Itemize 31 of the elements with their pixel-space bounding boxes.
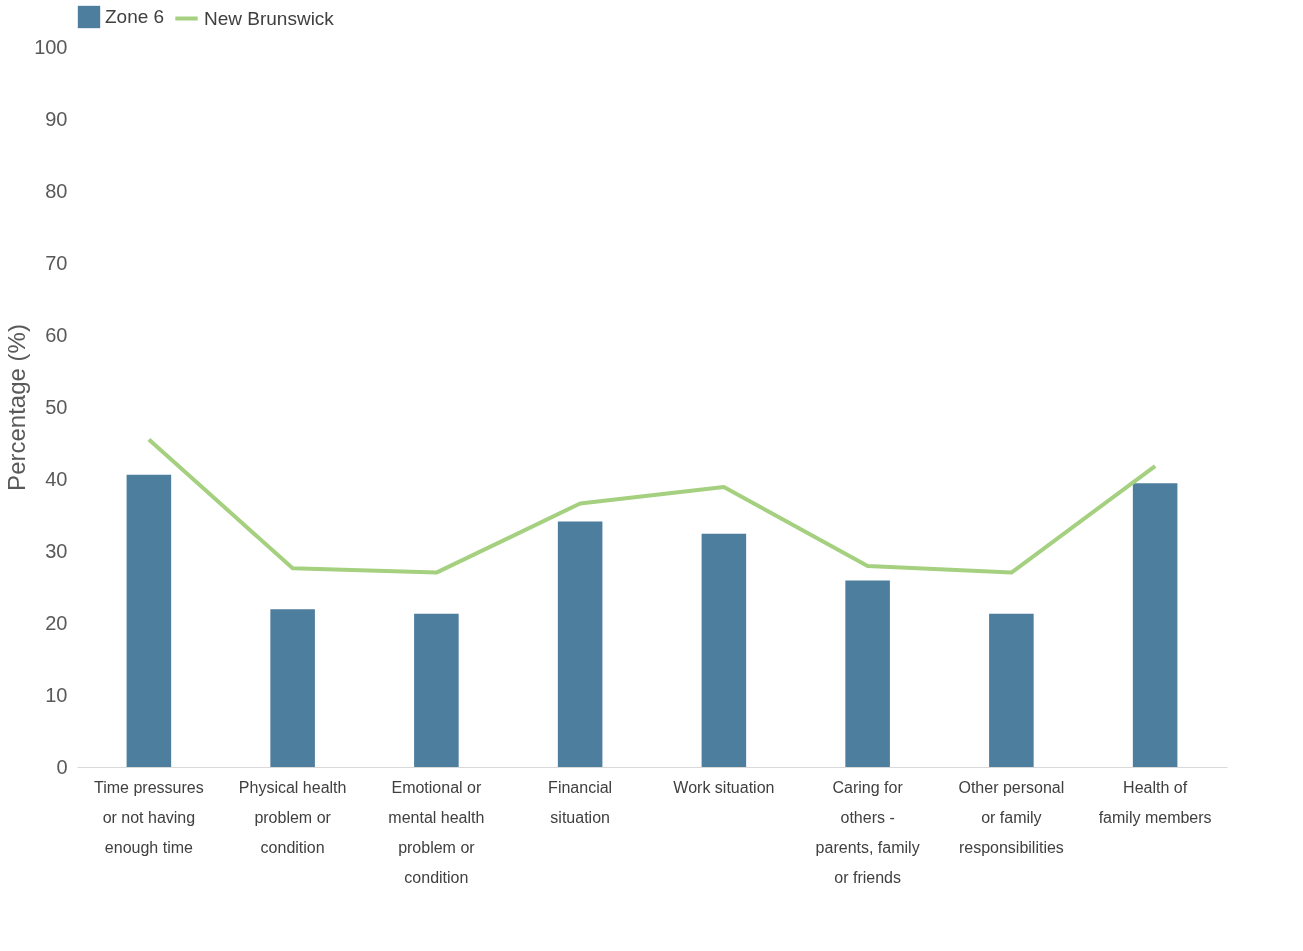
x-tick-label: Work situation [673, 778, 775, 796]
line-series [146, 437, 1158, 575]
y-tick-label: 90 [45, 107, 68, 130]
y-tick-label: 20 [45, 611, 68, 634]
y-tick-label: 30 [45, 539, 68, 562]
x-tick-label: Time pressures or not having enough time [94, 778, 204, 856]
x-tick-label: Caring for others - parents, family or friends [815, 778, 920, 886]
x-tick-label: Other personal or family responsibilities [958, 778, 1065, 856]
y-tick-label: 40 [45, 467, 68, 490]
bar [414, 613, 459, 767]
y-tick-label: 10 [45, 683, 68, 706]
y-tick-label: 0 [56, 755, 68, 778]
legend-label: Zone 6 [105, 6, 165, 27]
bar [989, 613, 1034, 767]
x-tick-label: Physical health problem or condition [238, 778, 347, 856]
y-axis-title: Percentage (%) [3, 324, 31, 491]
y-tick-label: 50 [45, 395, 68, 418]
y-tick-label: 70 [45, 251, 68, 274]
bar [126, 474, 172, 767]
y-tick-label: 100 [34, 35, 68, 58]
legend-label: New Brunswick [204, 7, 335, 29]
bar [1132, 483, 1178, 767]
bar [845, 580, 890, 767]
bar [270, 609, 315, 767]
bar [701, 533, 747, 767]
bar [557, 521, 603, 767]
y-tick-label: 80 [45, 179, 68, 202]
x-tick-label: Emotional or mental health problem or condition [388, 778, 485, 886]
y-tick-label: 60 [45, 323, 68, 346]
x-tick-label: Financial situation [548, 778, 613, 826]
x-tick-label: Health of family members [1098, 778, 1212, 826]
